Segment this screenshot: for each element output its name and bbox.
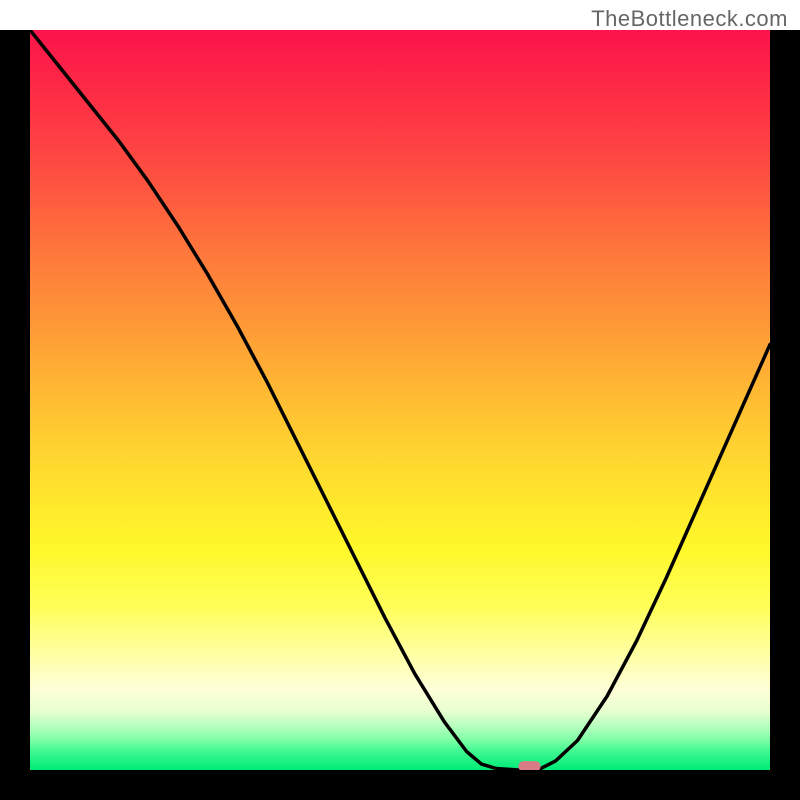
frame-bottom <box>0 770 800 800</box>
bottleneck-chart <box>0 0 800 800</box>
chart-background <box>30 30 770 770</box>
frame-right <box>770 30 800 800</box>
optimum-marker <box>518 761 540 771</box>
watermark-text: TheBottleneck.com <box>591 6 788 32</box>
frame-left <box>0 30 30 800</box>
chart-container: TheBottleneck.com <box>0 0 800 800</box>
